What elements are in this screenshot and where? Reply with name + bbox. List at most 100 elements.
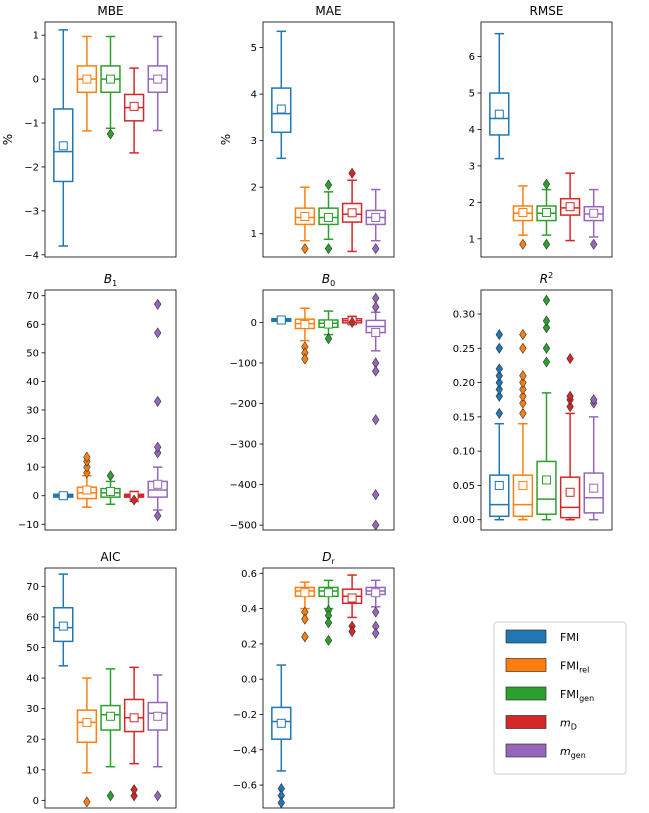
box-m-d <box>341 167 363 253</box>
axes-frame <box>480 21 613 258</box>
axes-frame <box>262 21 395 258</box>
box-fmi-gen <box>536 294 557 521</box>
outlier-point <box>348 625 356 638</box>
y-tick-label: 0 <box>33 491 39 502</box>
y-tick-label: 2 <box>469 198 475 209</box>
mean-marker <box>129 101 139 111</box>
box-m-gen <box>583 394 604 521</box>
box-fmi <box>53 491 74 501</box>
y-tick-label: 5 <box>251 43 257 54</box>
box-fmi-rel <box>76 451 98 508</box>
outlier-point <box>154 790 162 802</box>
outlier-point <box>130 494 138 506</box>
outlier-point <box>519 329 527 341</box>
y-tick-label: −0.6 <box>233 781 257 792</box>
axes-frame <box>262 567 395 809</box>
y-tick-label: 20 <box>26 735 39 746</box>
outlier-point <box>519 390 527 402</box>
legend-label-m-gen: mgen <box>560 745 586 760</box>
mean-marker <box>324 319 333 329</box>
y-tick-label: 10 <box>26 463 39 474</box>
chart-title-aic: AIC <box>100 550 120 564</box>
subplot-aic: AIC 70 60 50 40 30 20 10 0 <box>26 550 177 809</box>
legend-swatch-fmi-rel <box>505 658 547 672</box>
outlier-point <box>83 461 91 473</box>
mean-marker <box>82 485 92 495</box>
y-tick-label: 10 <box>26 765 39 776</box>
y-tick-label: 0.15 <box>453 412 475 423</box>
outlier-point <box>83 451 91 463</box>
y-tick-label: 1 <box>33 31 39 42</box>
outlier-point <box>348 167 356 179</box>
legend-swatch-m-d <box>505 715 547 729</box>
outlier-point <box>372 243 380 255</box>
outlier-point <box>495 407 503 419</box>
box-fmi <box>489 329 510 521</box>
mean-marker <box>106 486 115 496</box>
box-iqr <box>489 474 510 518</box>
outlier-point <box>301 243 309 255</box>
legend-swatch-fmi-gen <box>505 686 547 701</box>
box-m-d <box>341 315 363 328</box>
mean-marker <box>589 208 599 218</box>
box-iqr <box>512 474 534 518</box>
y-tick-label: 1 <box>469 234 475 245</box>
box-fmi <box>53 29 74 247</box>
subplot-grid: MBE%10−1−2−3−4MAE%12345RMSE123456B170605… <box>1 4 613 809</box>
outlier-point <box>130 790 138 802</box>
legend-label-m-d: mD <box>560 717 577 732</box>
mean-marker <box>106 74 115 84</box>
y-tick-label: 0.00 <box>453 515 475 526</box>
mean-marker <box>129 713 139 723</box>
box-m-gen <box>147 298 168 522</box>
box-m-gen <box>365 579 386 639</box>
box-iqr <box>76 709 98 744</box>
mean-marker <box>300 212 310 222</box>
axes-frame <box>262 289 395 531</box>
mean-marker <box>58 491 68 501</box>
outlier-point <box>301 631 309 643</box>
mean-marker <box>82 717 92 727</box>
box-iqr <box>341 202 363 223</box>
outlier-point <box>348 316 356 328</box>
subplot-dr: Dr 0.6 0.4 0.2 0.0 −0.2 −0.4 −0.6 <box>233 550 395 809</box>
subplot-b0: B0 0 −100 −200 −300 −400 −500 <box>230 272 395 532</box>
subplot-r2: R2 0.30 0.25 0.20 0.15 0.10 0.05 0.00 <box>453 271 613 531</box>
outlier-point <box>519 377 527 389</box>
mean-marker <box>300 588 310 598</box>
mean-marker <box>276 718 286 728</box>
outlier-point <box>324 617 333 629</box>
mean-marker <box>518 480 528 490</box>
y-tick-label: 4 <box>251 90 257 101</box>
mean-marker <box>347 208 357 218</box>
outlier-point <box>83 796 91 808</box>
y-tick-label: 40 <box>26 377 39 388</box>
outlier-point <box>519 407 527 419</box>
outlier-point <box>324 243 333 255</box>
box-m-gen <box>365 292 386 531</box>
box-fmi-gen <box>100 668 121 802</box>
y-tick-label: −500 <box>230 521 257 532</box>
box-fmi-rel <box>76 677 98 808</box>
box-fmi <box>271 664 292 809</box>
outlier-point <box>372 414 380 426</box>
outlier-point <box>542 178 551 190</box>
legend: FMI FMIrel FMIgen mD mgen <box>493 621 627 775</box>
mean-marker <box>494 109 504 119</box>
subplot-mbe: MBE% 1 0 −1 −2 −3 −4 <box>1 4 177 261</box>
y-tick-label: 4 <box>469 125 475 136</box>
outlier-point <box>324 333 333 345</box>
mean-marker <box>58 621 68 631</box>
outlier-point <box>154 441 162 453</box>
outlier-point <box>106 790 115 802</box>
box-m-d <box>559 172 581 242</box>
box-iqr <box>559 476 581 519</box>
outlier-point <box>542 238 551 250</box>
y-tick-label: −10 <box>18 520 39 531</box>
y-tick-label: −3 <box>24 206 39 217</box>
y-tick-label: 50 <box>26 348 39 359</box>
outlier-point <box>495 383 503 395</box>
outlier-point <box>519 383 527 395</box>
outlier-point <box>154 395 162 407</box>
